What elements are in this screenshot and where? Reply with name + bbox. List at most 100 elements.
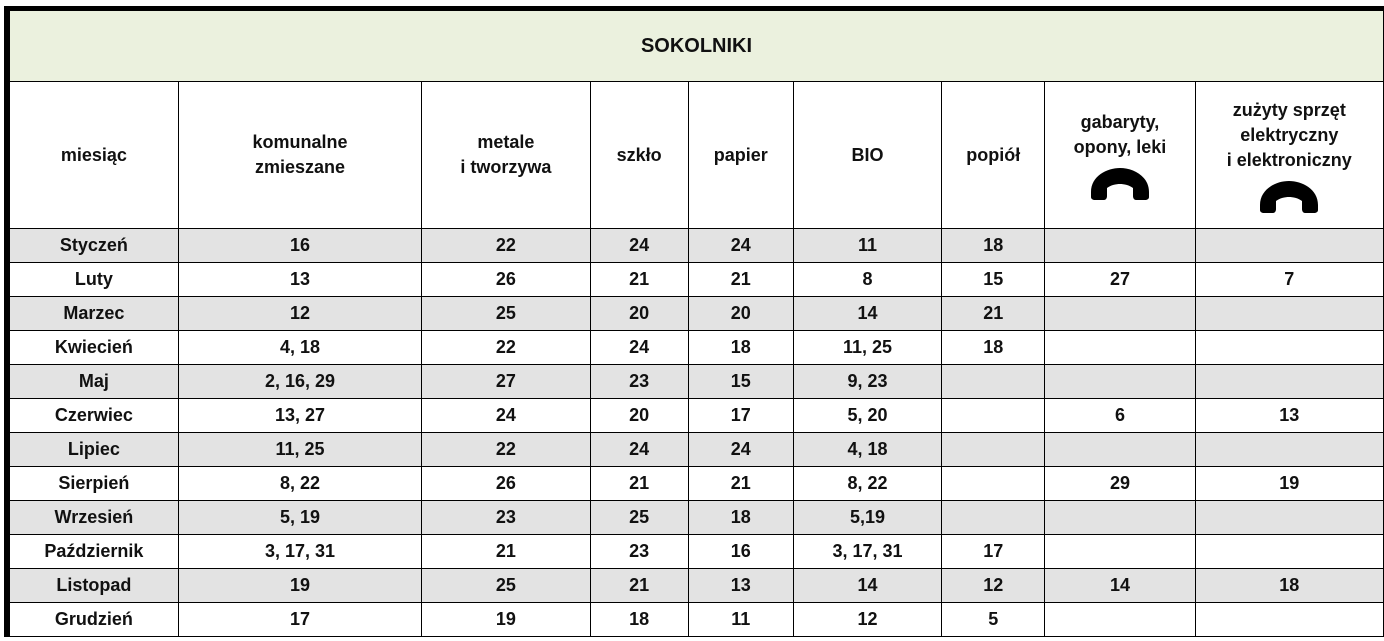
empty-cell (1044, 228, 1196, 263)
date-cell: 19 (177, 568, 423, 603)
empty-cell (941, 398, 1046, 433)
empty-cell (1194, 534, 1384, 569)
schedule-table: SOKOLNIKI miesiąc komunalne zmieszane metal… (4, 6, 1384, 637)
month-cell: Luty (6, 262, 179, 297)
date-cell: 27 (421, 364, 591, 399)
header-line: popiół (966, 144, 1021, 165)
date-cell: 11, 25 (177, 432, 423, 467)
date-cell: 19 (421, 602, 591, 637)
date-cell: 12 (792, 602, 943, 637)
column-header: komunalne zmieszane (177, 81, 423, 229)
header-line: komunalne (252, 132, 348, 152)
date-cell: 13 (687, 568, 794, 603)
date-cell: 17 (941, 534, 1046, 569)
date-cell: 23 (589, 364, 689, 399)
empty-cell (1044, 432, 1196, 467)
date-cell: 12 (941, 568, 1046, 603)
column-header: miesiąc (6, 81, 179, 229)
date-cell: 18 (941, 330, 1046, 365)
header-line: zużyty sprzęt (1232, 99, 1346, 120)
date-cell: 12 (177, 296, 423, 331)
empty-cell (941, 500, 1046, 535)
empty-cell (1044, 330, 1196, 365)
empty-cell (1194, 432, 1384, 467)
table-row: Luty 13 26 21 21 8 15 27 7 (6, 262, 1384, 297)
table-row: Czerwiec 13, 27 24 20 17 5, 20 6 13 (6, 398, 1384, 433)
date-cell: 26 (421, 262, 591, 297)
date-cell: 13, 27 (177, 398, 423, 433)
date-cell: 22 (421, 330, 591, 365)
header-line: szkło (616, 144, 662, 165)
date-cell: 21 (589, 262, 689, 297)
date-cell: 18 (589, 602, 689, 637)
month-cell: Sierpień (6, 466, 179, 501)
date-cell: 23 (589, 534, 689, 569)
date-cell: 24 (421, 398, 591, 433)
table-row: Sierpień 8, 22 26 21 21 8, 22 29 19 (6, 466, 1384, 501)
date-cell: 5, 20 (792, 398, 943, 433)
empty-cell (1194, 330, 1384, 365)
date-cell: 16 (687, 534, 794, 569)
date-cell: 20 (589, 398, 689, 433)
empty-cell (1044, 364, 1196, 399)
date-cell: 8, 22 (792, 466, 943, 501)
date-cell: 21 (589, 568, 689, 603)
date-cell: 21 (687, 466, 794, 501)
date-cell: 27 (1044, 262, 1196, 297)
date-cell: 14 (792, 296, 943, 331)
table-row: Grudzień 17 19 18 11 12 5 (6, 602, 1384, 637)
date-cell: 25 (421, 296, 591, 331)
header-line: miesiąc (60, 144, 127, 165)
table-row: Listopad 19 25 21 13 14 12 14 18 (6, 568, 1384, 603)
empty-cell (941, 432, 1046, 467)
date-cell: 21 (421, 534, 591, 569)
month-cell: Marzec (6, 296, 179, 331)
column-header: papier (687, 81, 794, 229)
date-cell: 20 (589, 296, 689, 331)
date-cell: 18 (941, 228, 1046, 263)
month-cell: Październik (6, 534, 179, 569)
date-cell: 23 (421, 500, 591, 535)
header-line: BIO (851, 144, 884, 165)
date-cell: 15 (941, 262, 1046, 297)
date-cell: 18 (687, 500, 794, 535)
date-cell: 18 (1194, 568, 1384, 603)
date-cell: 13 (1194, 398, 1384, 433)
date-cell: 22 (421, 432, 591, 467)
date-cell: 11 (792, 228, 943, 263)
date-cell: 2, 16, 29 (177, 364, 423, 399)
date-cell: 4, 18 (177, 330, 423, 365)
date-cell: 8 (792, 262, 943, 297)
phone-icon (1090, 168, 1149, 200)
month-cell: Listopad (6, 568, 179, 603)
date-cell: 5 (941, 602, 1046, 637)
month-cell: Grudzień (6, 602, 179, 637)
column-header: gabaryty, opony, leki (1044, 81, 1196, 229)
table-title: SOKOLNIKI (6, 8, 1384, 82)
date-cell: 3, 17, 31 (792, 534, 943, 569)
header-line: gabaryty, (1080, 112, 1160, 132)
date-cell: 3, 17, 31 (177, 534, 423, 569)
table-row: Marzec 12 25 20 20 14 21 (6, 296, 1384, 331)
date-cell: 6 (1044, 398, 1196, 433)
date-cell: 14 (792, 568, 943, 603)
date-cell: 29 (1044, 466, 1196, 501)
date-cell: 25 (589, 500, 689, 535)
date-cell: 22 (421, 228, 591, 263)
empty-cell (1194, 364, 1384, 399)
header-line: opony, leki (1073, 137, 1167, 157)
date-cell: 21 (687, 262, 794, 297)
month-cell: Czerwiec (6, 398, 179, 433)
date-cell: 8, 22 (177, 466, 423, 501)
header-line: elektryczny (1240, 124, 1339, 145)
date-cell: 5, 19 (177, 500, 423, 535)
column-header: szkło (589, 81, 689, 229)
column-header: popiół (941, 81, 1046, 229)
phone-icon (1260, 180, 1319, 213)
date-cell: 20 (687, 296, 794, 331)
date-cell: 11, 25 (792, 330, 943, 365)
date-cell: 16 (177, 228, 423, 263)
table-row: Wrzesień 5, 19 23 25 18 5,19 (6, 500, 1384, 535)
date-cell: 7 (1194, 262, 1384, 297)
table-row: Maj 2, 16, 29 27 23 15 9, 23 (6, 364, 1384, 399)
